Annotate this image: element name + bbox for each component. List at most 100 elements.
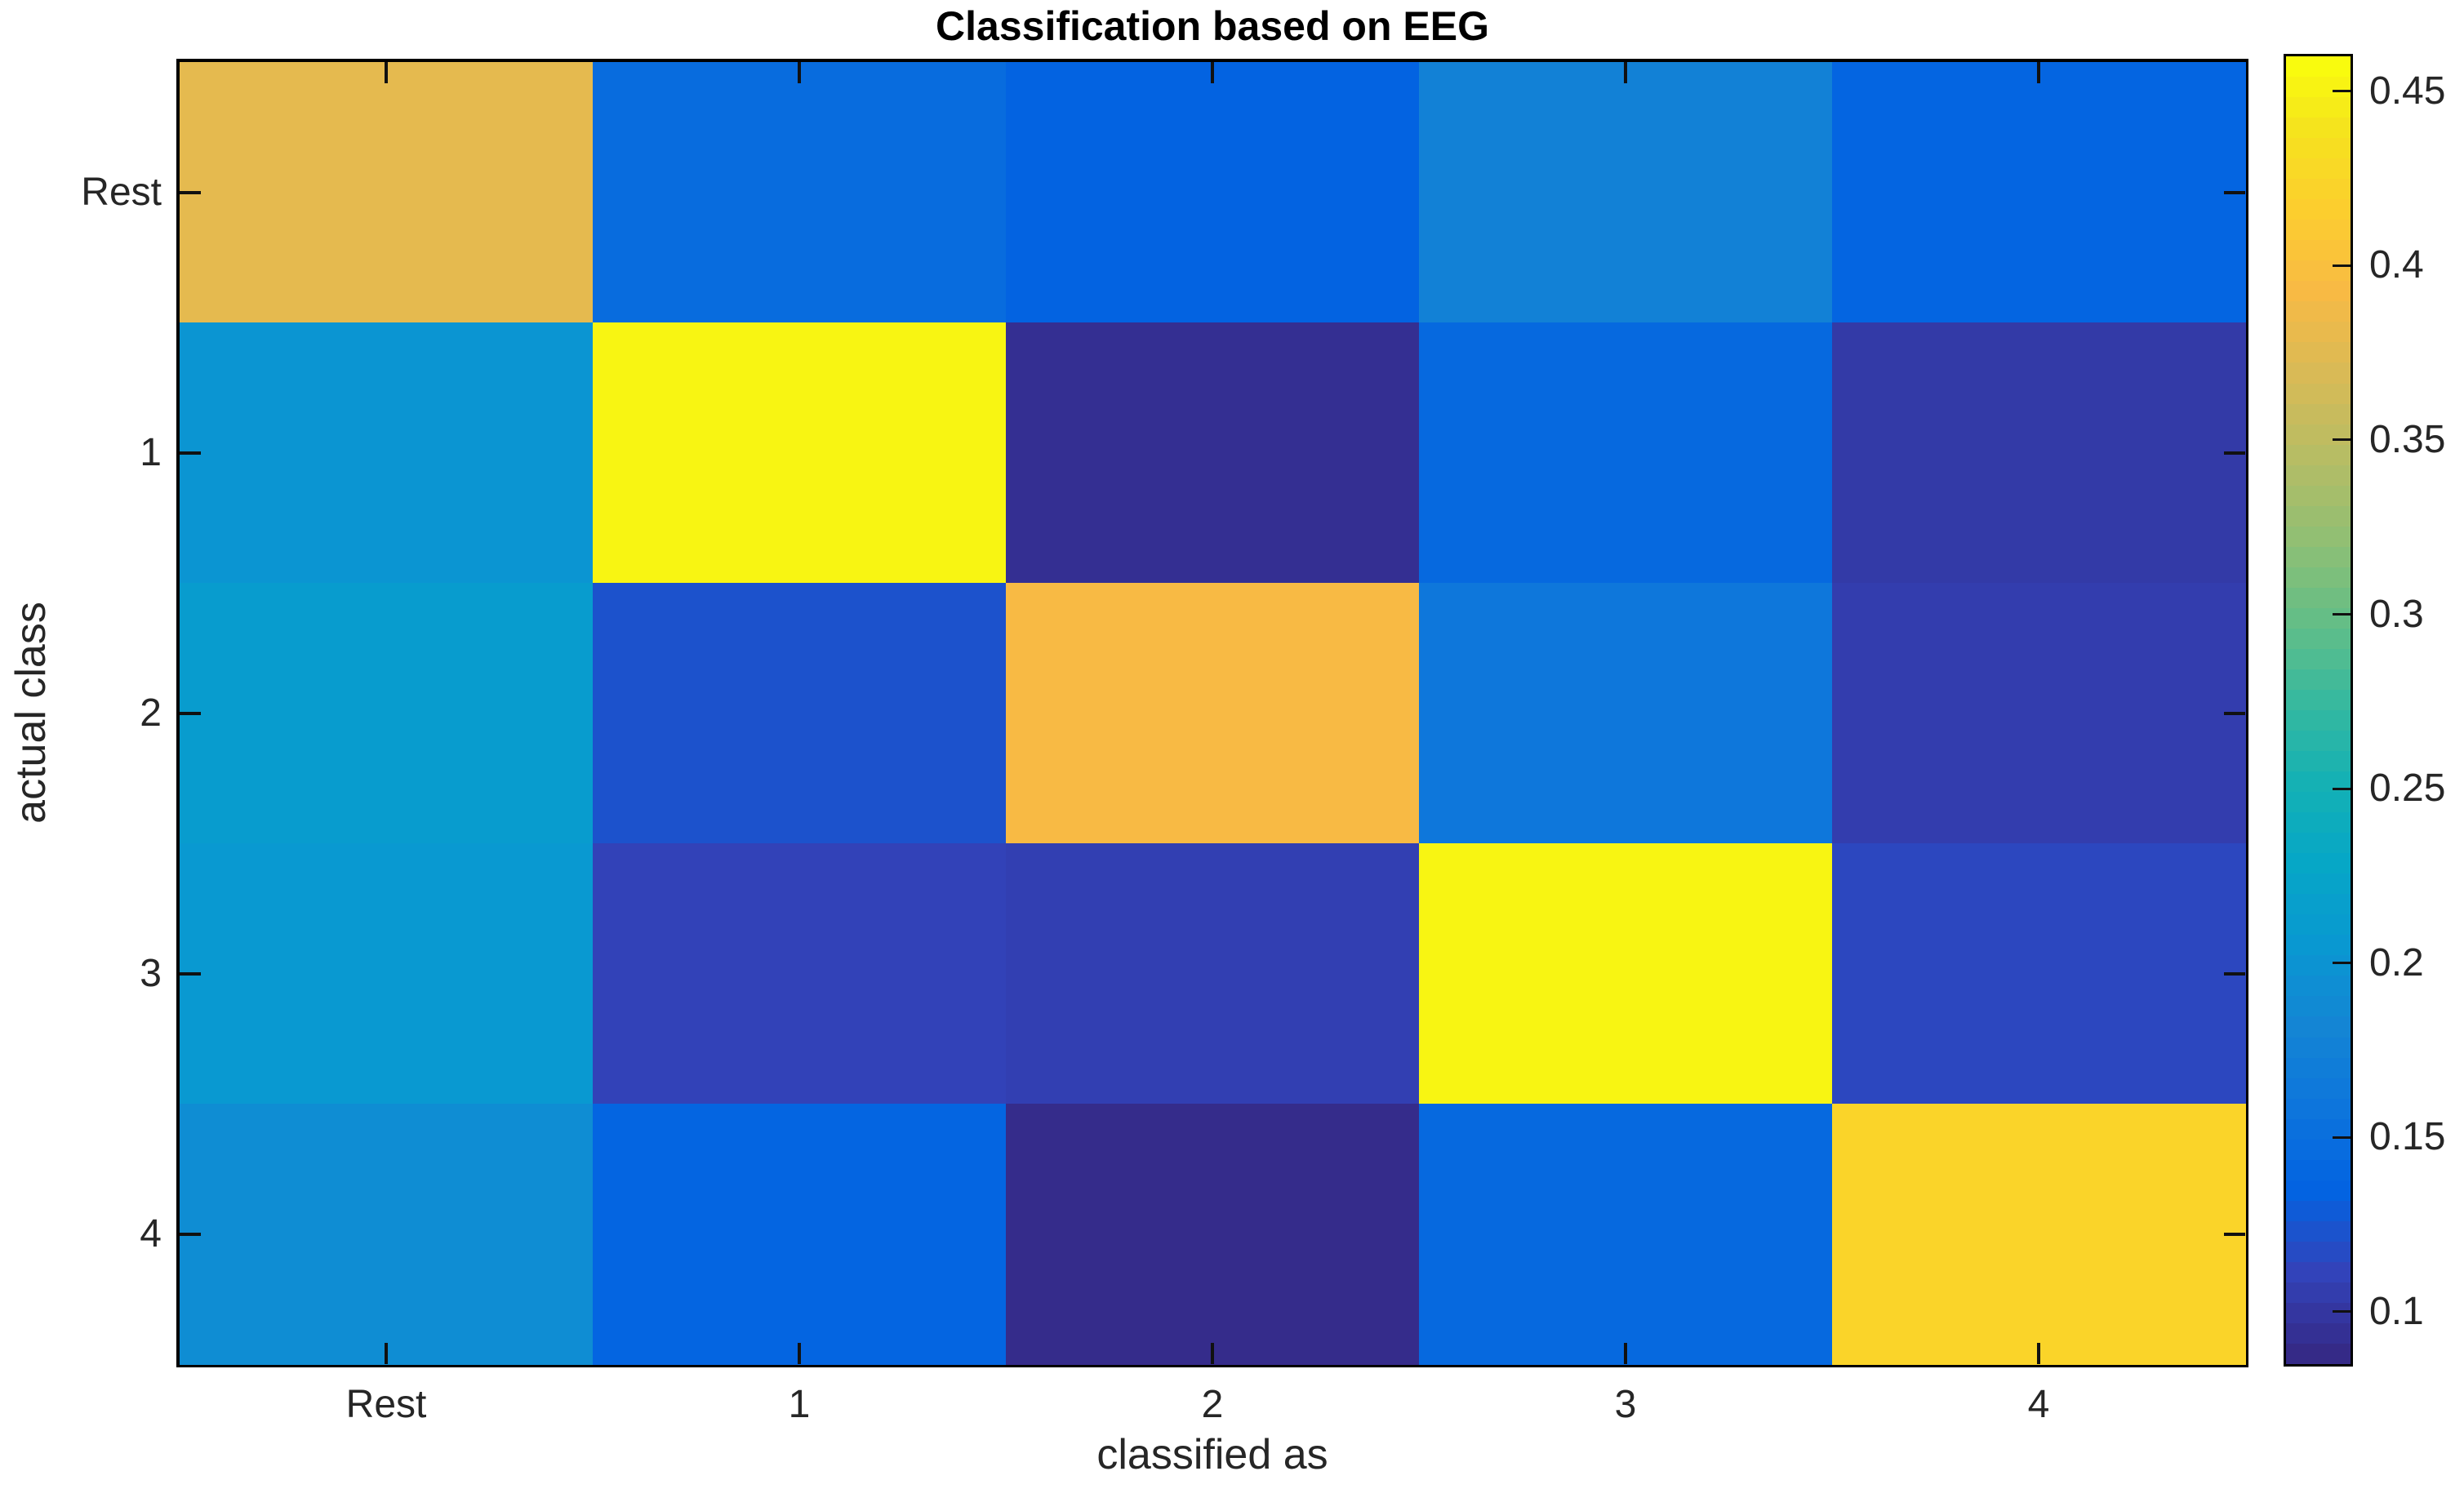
colorbar-band — [2286, 77, 2351, 98]
colorbar-band — [2286, 1220, 2351, 1242]
colorbar-band — [2286, 444, 2351, 465]
colorbar-band — [2286, 1057, 2351, 1078]
axis-tick — [2224, 971, 2245, 976]
colorbar-band — [2286, 1241, 2351, 1262]
axis-tick — [180, 1232, 201, 1236]
y-tick-label: 1 — [140, 430, 162, 474]
colorbar-band — [2286, 1343, 2351, 1364]
heatmap-cell — [180, 843, 594, 1105]
x-axis-label: classified as — [1096, 1431, 1328, 1478]
colorbar-band — [2286, 833, 2351, 854]
x-tick-label: 2 — [1201, 1383, 1224, 1426]
colorbar-band — [2286, 56, 2351, 78]
heatmap-cell — [1006, 1104, 1420, 1365]
colorbar-tick — [2333, 438, 2351, 442]
colorbar-band — [2286, 792, 2351, 813]
x-tick-label: 4 — [2027, 1383, 2050, 1426]
heatmap-cell — [1832, 1104, 2246, 1365]
colorbar-band — [2286, 1282, 2351, 1303]
colorbar-tick-label: 0.25 — [2369, 767, 2446, 811]
heatmap-cell — [1419, 1104, 1833, 1365]
axis-tick — [1624, 1343, 1627, 1364]
colorbar-band — [2286, 587, 2351, 608]
axis-tick — [2037, 1343, 2040, 1364]
heatmap-cell — [593, 1104, 1007, 1365]
colorbar-band — [2286, 199, 2351, 220]
x-tick-label: Rest — [345, 1383, 427, 1426]
colorbar-band — [2286, 179, 2351, 200]
colorbar-band — [2286, 526, 2351, 547]
colorbar — [2284, 54, 2353, 1367]
axis-tick — [385, 1343, 388, 1364]
colorbar-band — [2286, 1322, 2351, 1344]
colorbar-band — [2286, 485, 2351, 506]
colorbar-band — [2286, 935, 2351, 956]
colorbar-band — [2286, 138, 2351, 159]
colorbar-band — [2286, 362, 2351, 384]
axis-tick — [1624, 62, 1627, 83]
heatmap-cell — [1006, 843, 1420, 1105]
colorbar-band — [2286, 1261, 2351, 1282]
colorbar-tick — [2333, 1136, 2351, 1139]
heatmap-cell — [1832, 843, 2246, 1105]
colorbar-band — [2286, 281, 2351, 302]
colorbar-band — [2286, 607, 2351, 629]
colorbar-band — [2286, 322, 2351, 343]
colorbar-band — [2286, 1180, 2351, 1201]
colorbar-band — [2286, 853, 2351, 874]
colorbar-tick — [2333, 1310, 2351, 1313]
colorbar-band — [2286, 1118, 2351, 1140]
colorbar-tick — [2333, 90, 2351, 93]
colorbar-band — [2286, 546, 2351, 567]
heatmap-cell — [1419, 322, 1833, 584]
heatmap-cell — [1006, 62, 1420, 323]
colorbar-band — [2286, 710, 2351, 731]
heatmap-plot — [176, 59, 2248, 1367]
colorbar-band — [2286, 97, 2351, 118]
colorbar-band — [2286, 1078, 2351, 1099]
axis-tick — [2224, 1232, 2245, 1236]
heatmap-cell — [1832, 322, 2246, 584]
y-tick-label: 2 — [140, 691, 162, 735]
heatmap-cell — [1006, 322, 1420, 584]
y-tick-label: 4 — [140, 1211, 162, 1256]
x-tick-label: 1 — [788, 1383, 811, 1426]
axis-tick — [798, 1343, 801, 1364]
axis-tick — [180, 971, 201, 976]
axis-tick — [2224, 451, 2245, 455]
colorbar-tick — [2333, 613, 2351, 616]
colorbar-tick-label: 0.15 — [2369, 1115, 2446, 1159]
heatmap-cell — [1419, 583, 1833, 844]
axis-tick — [180, 711, 201, 715]
colorbar-band — [2286, 1037, 2351, 1058]
colorbar-band — [2286, 240, 2351, 261]
heatmap-cell — [1419, 62, 1833, 323]
colorbar-tick-label: 0.35 — [2369, 417, 2446, 461]
colorbar-band — [2286, 1159, 2351, 1180]
chart-title: Classification based on EEG — [936, 3, 1489, 49]
heatmap-cell — [180, 583, 594, 844]
heatmap-cell — [180, 322, 594, 584]
colorbar-tick-label: 0.3 — [2369, 592, 2424, 636]
colorbar-tick — [2333, 787, 2351, 790]
colorbar-band — [2286, 464, 2351, 486]
colorbar-band — [2286, 158, 2351, 180]
heatmap-cell — [593, 322, 1007, 584]
colorbar-band — [2286, 260, 2351, 282]
heatmap-cell — [593, 843, 1007, 1105]
colorbar-band — [2286, 628, 2351, 649]
heatmap-cell — [1832, 583, 2246, 844]
axis-tick — [385, 62, 388, 83]
colorbar-band — [2286, 1016, 2351, 1038]
colorbar-band — [2286, 996, 2351, 1017]
colorbar-band — [2286, 342, 2351, 363]
colorbar-band — [2286, 118, 2351, 139]
heatmap-cell — [180, 1104, 594, 1365]
colorbar-band — [2286, 894, 2351, 915]
colorbar-gradient — [2286, 56, 2351, 1364]
colorbar-band — [2286, 669, 2351, 690]
axis-tick — [2224, 190, 2245, 194]
colorbar-band — [2286, 976, 2351, 997]
y-tick-label: Rest — [81, 170, 162, 214]
